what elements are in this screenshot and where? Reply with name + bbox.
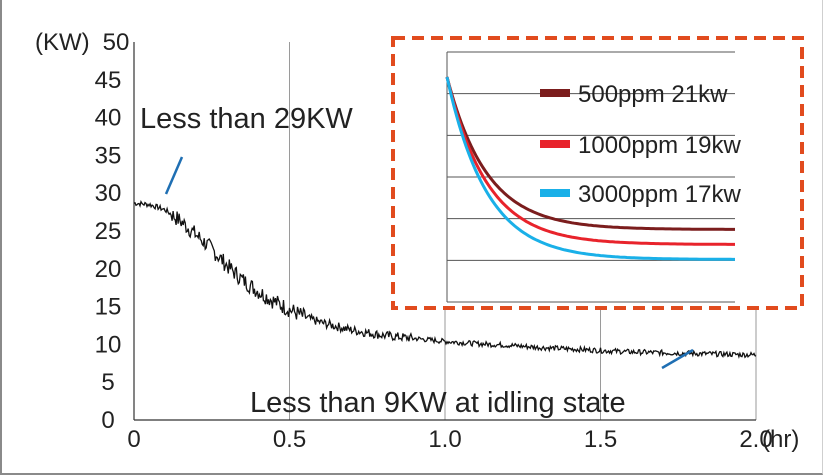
x-tick-labels: 0 0.5 1.0 1.5 2.0 [127,426,772,453]
x-tick-label: 0.5 [273,426,306,453]
inset-series-line [445,76,735,261]
inset-grid [447,51,735,303]
inset-series-line [445,76,735,246]
legend-label: 1000ppm 19kw [578,132,741,159]
y-tick-label: 50 [103,29,130,56]
power-series-line [133,200,757,359]
legend-swatch [540,140,570,148]
annotation-idle-pointer [661,348,694,370]
y-tick-labels: 0 5 10 15 20 25 30 35 40 45 50 [95,29,130,434]
annotation-max: Less than 29KW [140,103,353,135]
y-axis-unit: (KW) [35,29,90,56]
annotation-max-pointer [164,156,184,195]
legend-label: 500ppm 21kw [578,81,728,108]
y-tick-label: 45 [95,67,122,94]
x-tick-label: 1.0 [428,426,461,453]
inset-box [391,36,804,310]
y-tick-label: 35 [95,142,122,169]
y-tick-label: 20 [95,256,122,283]
y-tick-label: 25 [95,218,122,245]
y-tick-label: 5 [101,369,114,396]
inset-legend: 500ppm 21kw 1000ppm 19kw 3000ppm 17kw [540,81,741,208]
y-tick-label: 40 [95,105,122,132]
x-tick-label: 1.5 [584,426,617,453]
y-tick-label: 10 [95,331,122,358]
inset-series-line [445,76,735,231]
x-axis-unit: (hr) [762,426,799,453]
legend-label: 3000ppm 17kw [578,181,741,208]
y-tick-label: 0 [101,407,114,434]
y-tick-label: 15 [95,294,122,321]
inset-series [445,76,735,261]
main-series [133,200,757,359]
x-tick-label: 0 [127,426,140,453]
annotation-idle: Less than 9KW at idling state [250,387,626,419]
x-tick-label: 2.0 [739,426,772,453]
legend-swatch [540,89,570,97]
legend-swatch [540,189,570,197]
y-tick-label: 30 [95,180,122,207]
